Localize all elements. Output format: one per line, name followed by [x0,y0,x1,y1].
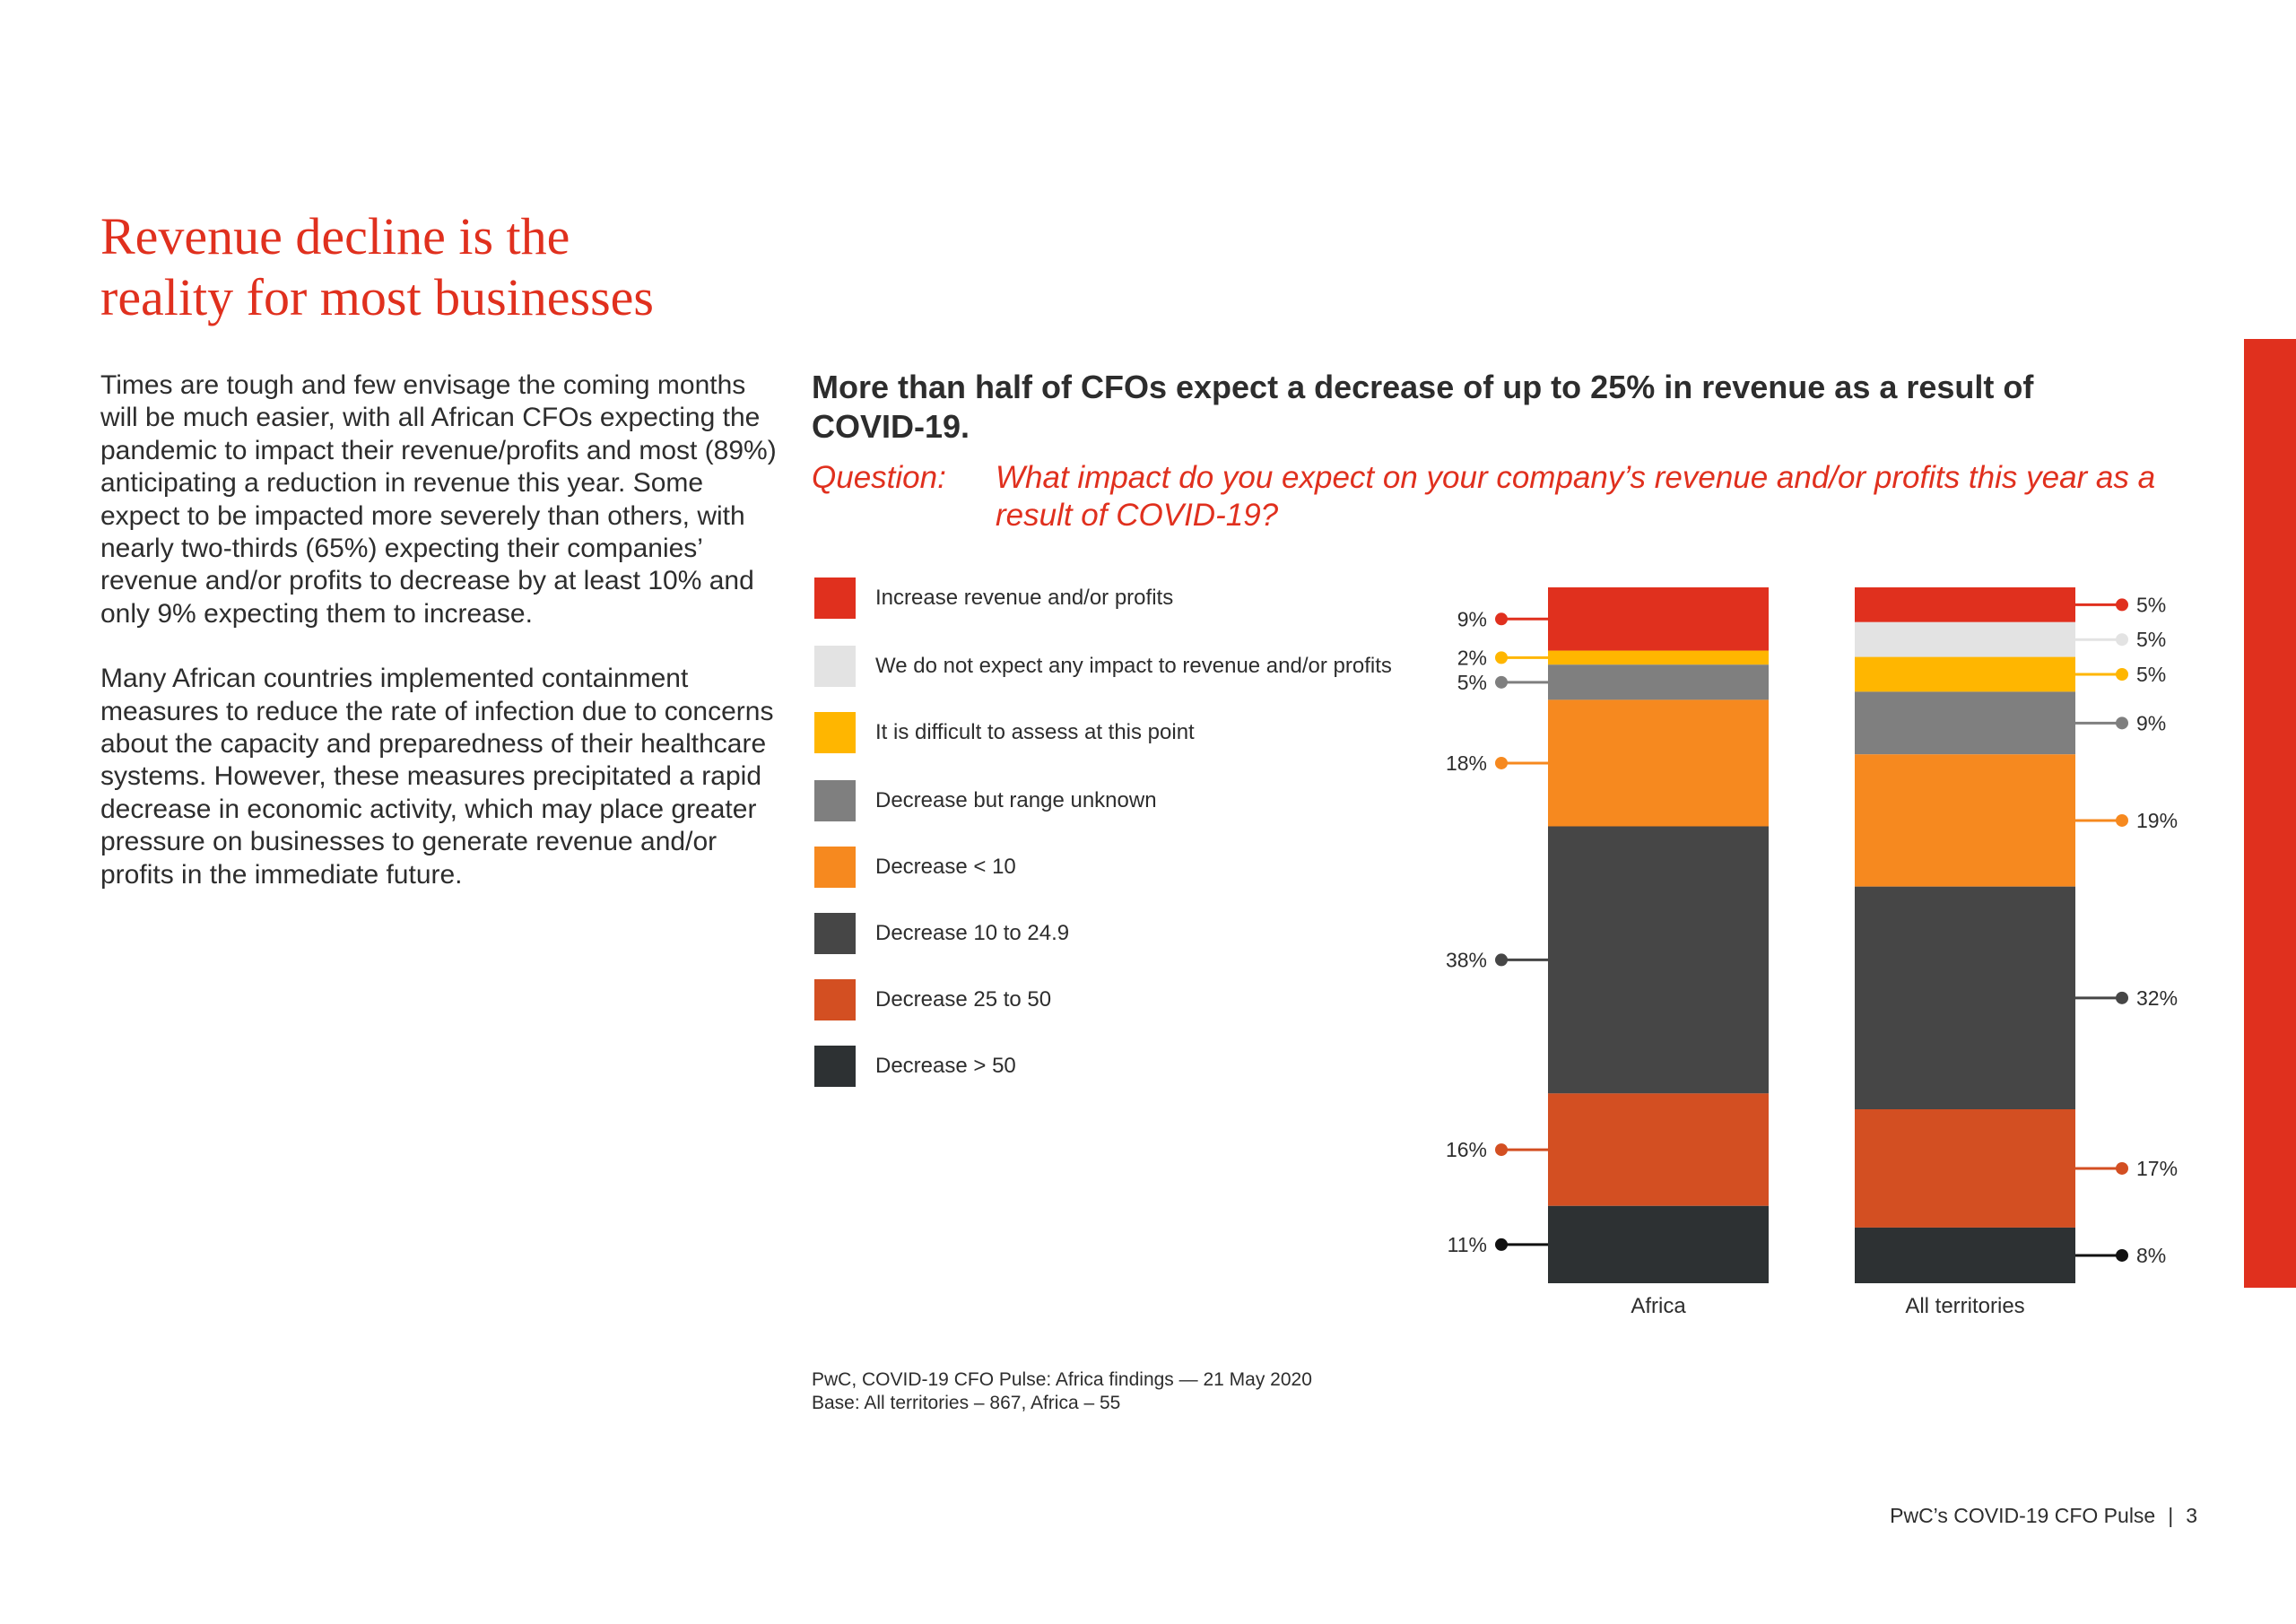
label-marker [2116,1161,2128,1175]
bar-segment [1855,754,2075,887]
side-accent-bar [2244,339,2296,1288]
data-label: 18% [1446,751,1487,775]
label-marker [2116,633,2128,647]
question-text: What impact do you expect on your compan… [996,460,2156,533]
label-marker [2116,813,2128,827]
legend-swatch [814,979,856,1020]
page-title-line-2: reality for most businesses [100,268,654,326]
label-marker [1495,1143,1508,1157]
legend-label: We do not expect any impact to revenue a… [875,654,1392,678]
legend-swatch [814,712,856,753]
data-label: 5% [2136,628,2166,651]
data-label: 19% [2136,809,2178,832]
bar-segment [1855,587,2075,622]
data-label: 11% [1448,1233,1487,1256]
data-label: 38% [1446,948,1487,971]
page-footer: PwC’s COVID-19 CFO Pulse | 3 [1890,1504,2197,1528]
legend-label: Decrease but range unknown [875,788,1157,812]
bar-segment [1548,664,1769,700]
data-label: 2% [1457,646,1487,669]
label-marker [1495,651,1508,664]
legend-swatch [814,847,856,888]
body-text: Times are tough and few envisage the com… [100,369,782,924]
label-marker [2116,1248,2128,1262]
footer-separator: | [2168,1504,2174,1527]
legend-swatch [814,1046,856,1087]
question-label: Question: [812,460,946,495]
label-marker [2116,668,2128,681]
page-number: 3 [2186,1504,2197,1527]
legend-label: It is difficult to assess at this point [875,720,1195,744]
label-marker [2116,598,2128,612]
label-marker [1495,612,1508,626]
legend-label: Decrease 10 to 24.9 [875,921,1070,945]
bar-segment [1855,691,2075,755]
category-label: Africa [1631,1294,1686,1318]
bar-segment [1855,886,2075,1109]
data-label: 16% [1446,1138,1487,1161]
category-label: All territories [1905,1294,2024,1318]
label-marker [1495,953,1508,967]
body-paragraph-2: Many African countries implemented conta… [100,664,774,890]
label-marker [1495,1238,1508,1251]
bar-segment [1855,621,2075,657]
bar-segment [1855,1227,2075,1283]
source-line: PwC, COVID-19 CFO Pulse: Africa findings… [812,1369,1312,1390]
legend-label: Decrease > 50 [875,1054,1016,1078]
source-note: PwC, COVID-19 CFO Pulse: Africa findings… [812,1368,1312,1415]
page-title-line-1: Revenue decline is the [100,207,570,265]
data-label: 17% [2136,1157,2178,1180]
chart-heading: More than half of CFOs expect a decrease… [812,369,2034,445]
body-paragraph-1: Times are tough and few envisage the com… [100,370,777,629]
data-label: 8% [2136,1244,2166,1267]
bar-segment [1855,1109,2075,1228]
legend-swatch [814,646,856,687]
footer-label: PwC’s COVID-19 CFO Pulse [1890,1504,2156,1527]
label-marker [1495,756,1508,769]
base-line: Base: All territories – 867, Africa – 55 [812,1393,1121,1413]
bar-segment [1548,699,1769,827]
data-label: 9% [2136,711,2166,734]
label-marker [1495,675,1508,689]
bar-segment [1548,1093,1769,1206]
bar-segment [1548,587,1769,651]
legend-label: Decrease 25 to 50 [875,987,1052,1012]
legend-label: Increase revenue and/or profits [875,586,1174,610]
bar-segment [1548,1205,1769,1283]
data-label: 5% [2136,593,2166,616]
data-label: 9% [1457,607,1487,630]
bar-segment [1548,826,1769,1094]
legend-label: Decrease < 10 [875,855,1016,879]
data-label: 5% [2136,663,2166,686]
page-title: Revenue decline is the reality for most … [100,206,818,328]
legend-swatch [814,578,856,619]
legend-swatch [814,913,856,954]
label-marker [2116,991,2128,1004]
data-label: 5% [1457,671,1487,694]
bar-segment [1548,650,1769,665]
data-label: 32% [2136,986,2178,1010]
legend-swatch [814,780,856,821]
bar-segment [1855,656,2075,692]
label-marker [2116,716,2128,730]
